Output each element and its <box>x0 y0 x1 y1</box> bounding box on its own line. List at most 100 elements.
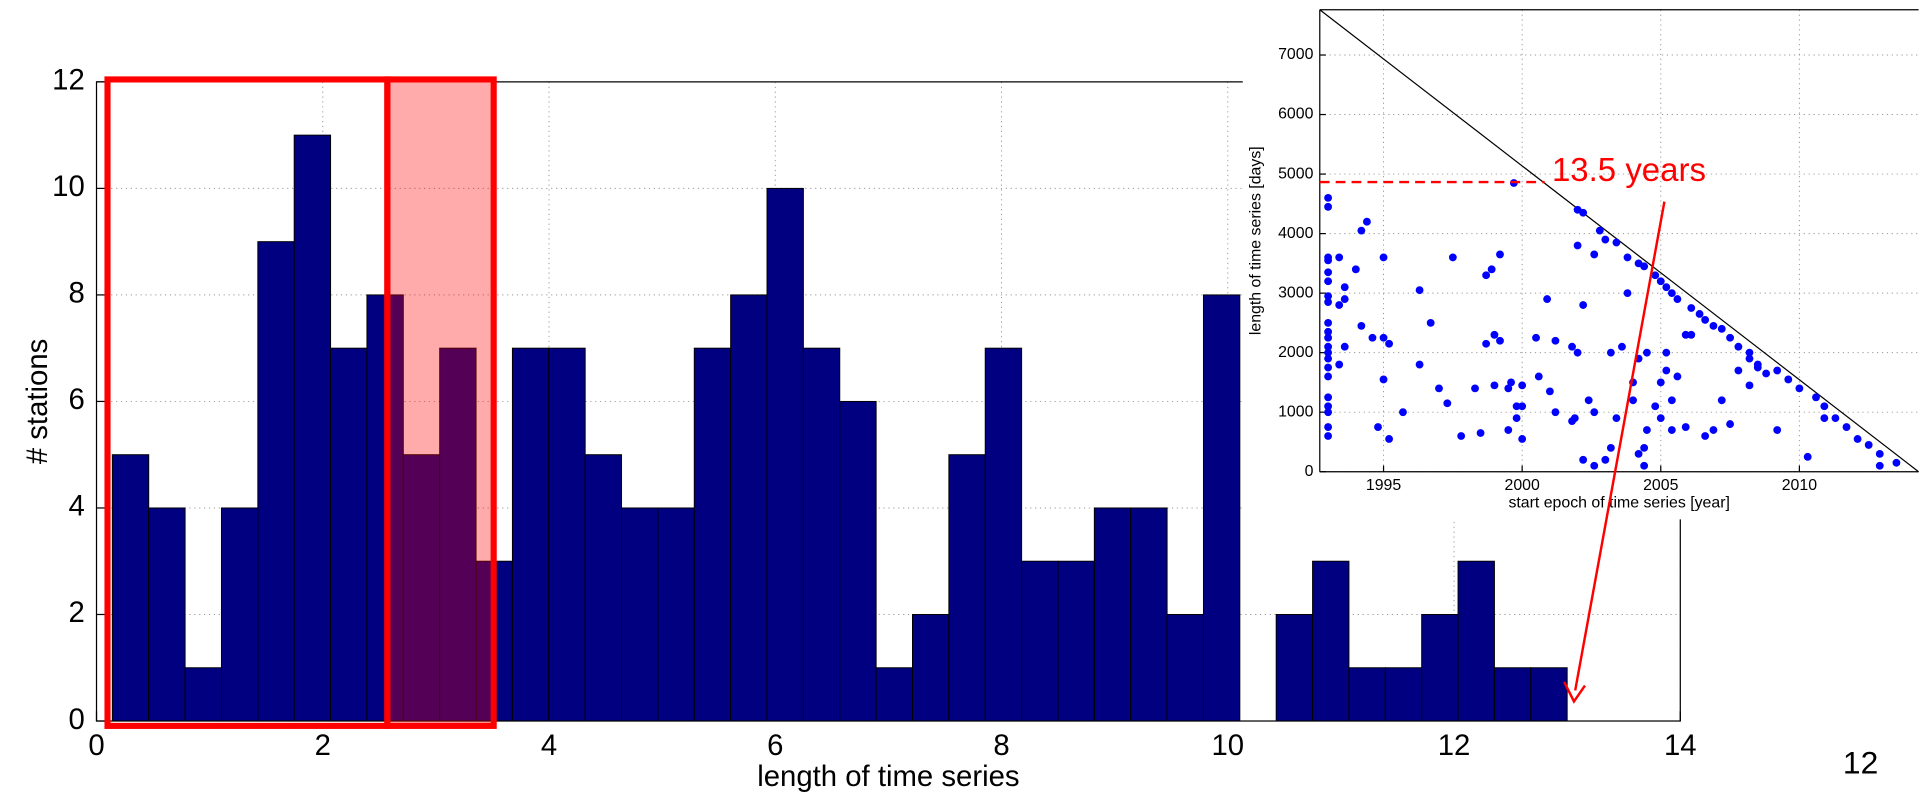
point <box>1864 441 1873 449</box>
point <box>1512 414 1521 423</box>
bar <box>1202 294 1241 722</box>
point <box>1545 387 1554 396</box>
x-axis-label: start epoch of time series [year] <box>1508 495 1729 512</box>
bar <box>584 454 623 722</box>
point <box>1504 384 1513 393</box>
point <box>1335 360 1344 369</box>
point <box>1618 342 1626 351</box>
point <box>1662 366 1671 375</box>
point <box>1357 321 1366 330</box>
point <box>1543 295 1552 303</box>
point <box>1471 384 1479 393</box>
point <box>1590 408 1599 417</box>
bar <box>293 134 332 722</box>
point <box>1601 455 1610 464</box>
point <box>1667 289 1676 298</box>
point <box>1642 426 1651 434</box>
point <box>1379 253 1388 262</box>
point <box>1701 316 1710 324</box>
bar <box>693 347 732 722</box>
point <box>1457 432 1466 440</box>
point <box>1568 342 1576 351</box>
point <box>1745 354 1754 363</box>
y-tick-label: 0 <box>1305 463 1314 480</box>
x-tick-label: 6 <box>767 729 783 762</box>
point <box>1795 384 1804 393</box>
point <box>1773 366 1782 375</box>
histogram-chart: 0 2 4 6 8 10 12 14 0 2 4 6 8 10 12 length of time serie… <box>21 64 1697 794</box>
point <box>1595 226 1604 235</box>
point <box>1745 348 1754 357</box>
bar <box>839 400 877 722</box>
point <box>1853 435 1862 443</box>
point <box>1357 226 1366 235</box>
bar <box>402 454 441 722</box>
point <box>1507 378 1515 387</box>
point <box>1601 235 1610 244</box>
point <box>1606 348 1615 357</box>
point <box>1490 381 1499 390</box>
point <box>1324 402 1333 411</box>
bar <box>1421 613 1459 722</box>
bar <box>948 454 986 722</box>
x-tick-label: 8 <box>993 729 1009 762</box>
point <box>1579 455 1588 464</box>
arrow-line <box>1573 201 1666 691</box>
y-tick-label: 2 <box>68 596 84 629</box>
x-tick-label: 2010 <box>1782 477 1817 494</box>
point <box>1695 310 1704 318</box>
scatter-chart: 1995 2000 2005 2010 0 1000 2000 3000 4000 5000 600… <box>1247 9 1919 512</box>
point <box>1629 396 1637 405</box>
point <box>1363 217 1371 226</box>
bar <box>220 507 259 722</box>
bar <box>511 347 550 722</box>
bar <box>184 667 222 722</box>
point <box>1399 408 1407 417</box>
y-tick-label: 1000 <box>1278 403 1313 420</box>
point <box>1651 271 1660 280</box>
point <box>1324 277 1333 286</box>
point <box>1820 414 1829 423</box>
point <box>1623 289 1632 298</box>
y-tick-label: 8 <box>68 277 84 310</box>
point <box>1496 250 1504 259</box>
point <box>1745 381 1754 390</box>
point <box>1681 423 1690 431</box>
x-tick-label: 2005 <box>1643 477 1678 494</box>
point <box>1551 408 1560 417</box>
point <box>1573 241 1582 250</box>
point <box>1415 360 1424 369</box>
point <box>1717 324 1726 333</box>
point <box>1662 348 1671 357</box>
point <box>1820 402 1829 411</box>
point <box>1504 426 1513 434</box>
y-tick-label: 2000 <box>1278 344 1313 361</box>
point <box>1667 426 1676 434</box>
point <box>1734 342 1743 351</box>
point <box>1340 295 1349 303</box>
point <box>1579 208 1588 217</box>
y-tick-label: 5000 <box>1278 165 1313 182</box>
bar <box>1384 667 1423 722</box>
bar <box>766 187 804 722</box>
bar <box>657 507 695 722</box>
point <box>1379 333 1388 342</box>
point <box>1606 443 1615 452</box>
point <box>1374 423 1382 431</box>
point <box>1324 202 1333 211</box>
point <box>1476 429 1485 437</box>
point <box>1340 283 1349 292</box>
point <box>1709 426 1718 434</box>
y-tick-label: 6000 <box>1278 106 1313 123</box>
bar <box>1457 560 1495 722</box>
point <box>1415 286 1424 295</box>
bar <box>1130 507 1168 722</box>
point <box>1687 304 1696 312</box>
point <box>1368 333 1377 342</box>
point <box>1340 342 1349 351</box>
annotation: 13.5 years <box>1552 151 1706 188</box>
point <box>1726 420 1734 429</box>
point <box>1773 426 1782 434</box>
y-tick-label: 4000 <box>1278 225 1313 242</box>
point <box>1482 339 1491 348</box>
